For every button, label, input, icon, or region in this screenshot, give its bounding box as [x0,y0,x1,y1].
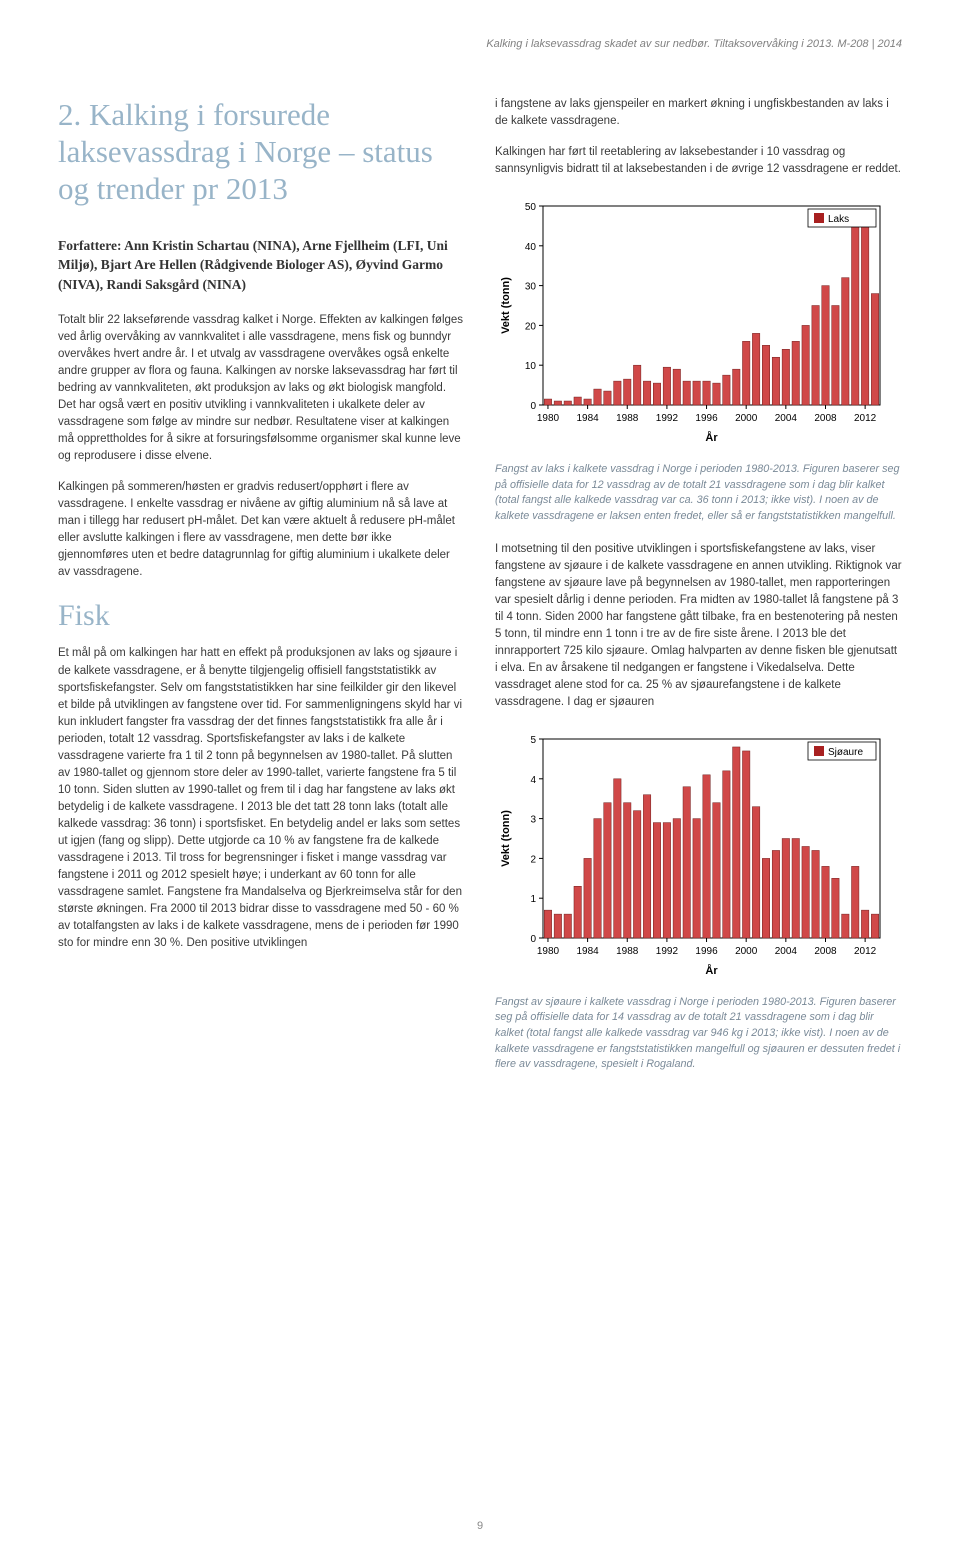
chart-laks: 0 10 20 30 40 50 Vekt (tonn) 1980 1984 1988 1992 19… [495,192,902,452]
svg-text:År: År [705,964,718,977]
svg-text:1980: 1980 [537,946,560,957]
svg-text:1992: 1992 [656,946,679,957]
chart-caption: Fangst av laks i kalkete vassdrag i Norg… [495,462,902,525]
svg-text:2000: 2000 [735,946,758,957]
svg-text:2008: 2008 [814,946,837,957]
svg-text:50: 50 [525,202,537,213]
svg-text:2: 2 [530,854,536,865]
svg-text:30: 30 [525,282,537,293]
body-paragraph: Kalkingen har ført til reetablering av l… [495,144,902,178]
svg-text:1996: 1996 [695,413,718,424]
authors-block: Forfattere: Ann Kristin Schartau (NINA),… [58,236,465,295]
svg-text:4: 4 [530,775,536,786]
svg-text:Laks: Laks [828,214,849,225]
body-paragraph: Et mål på om kalkingen har hatt en effek… [58,645,465,951]
svg-text:1984: 1984 [576,946,599,957]
svg-text:Sjøaure: Sjøaure [828,747,863,758]
chart-sjoaure: 0 1 2 3 4 5 Vekt (tonn) 1980 1984 1988 1992 1996 200… [495,725,902,985]
svg-text:3: 3 [530,814,536,825]
running-header: Kalking i laksevassdrag skadet av sur ne… [58,38,902,50]
svg-text:1996: 1996 [695,946,718,957]
svg-text:2004: 2004 [775,413,798,424]
svg-text:10: 10 [525,361,537,372]
svg-text:År: År [705,431,718,444]
body-paragraph: Kalkingen på sommeren/høsten er gradvis … [58,479,465,581]
svg-text:2012: 2012 [854,413,877,424]
svg-text:1988: 1988 [616,413,639,424]
svg-text:20: 20 [525,321,537,332]
svg-text:2008: 2008 [814,413,837,424]
chart-caption: Fangst av sjøaure i kalkete vassdrag i N… [495,995,902,1073]
body-paragraph: Totalt blir 22 lakseførende vassdrag kal… [58,312,465,465]
svg-text:2000: 2000 [735,413,758,424]
svg-text:1988: 1988 [616,946,639,957]
section-heading-fisk: Fisk [58,599,465,633]
svg-text:1: 1 [530,894,536,905]
svg-text:1980: 1980 [537,413,560,424]
body-paragraph: i fangstene av laks gjenspeiler en marke… [495,96,902,130]
body-paragraph: I motsetning til den positive utviklinge… [495,541,902,711]
svg-text:5: 5 [530,735,536,746]
svg-text:2004: 2004 [775,946,798,957]
svg-text:Vekt (tonn): Vekt (tonn) [500,277,512,334]
svg-text:2012: 2012 [854,946,877,957]
svg-text:Vekt (tonn): Vekt (tonn) [500,810,512,867]
svg-text:1984: 1984 [576,413,599,424]
page-title: 2. Kalking i forsurede laksevassdrag i N… [58,96,465,208]
svg-text:1992: 1992 [656,413,679,424]
page-number: 9 [0,1520,960,1532]
svg-text:40: 40 [525,242,537,253]
svg-text:0: 0 [530,934,536,945]
svg-text:0: 0 [530,401,536,412]
